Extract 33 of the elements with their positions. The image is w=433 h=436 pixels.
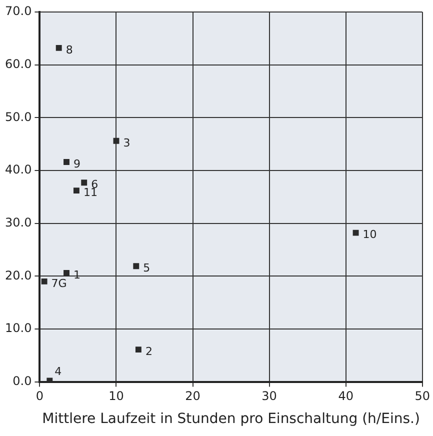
- point: [64, 159, 70, 166]
- annotation: 8: [66, 43, 73, 56]
- y-tick-label: 20.0: [5, 268, 32, 282]
- y-tick-label: 10.0: [5, 321, 32, 336]
- point: [133, 263, 140, 270]
- x-tick-label: 40: [338, 389, 354, 404]
- annotation: 3: [123, 136, 130, 150]
- annotation: 10: [362, 228, 377, 242]
- annotation: 7G: [51, 276, 67, 290]
- point: [81, 180, 88, 186]
- point: [352, 230, 359, 236]
- x-tick-label: 10: [108, 389, 124, 404]
- y-tick-label: 40.0: [5, 162, 32, 177]
- point: [41, 278, 48, 284]
- point: [113, 138, 120, 144]
- x-tick-label: 20: [185, 389, 200, 404]
- point: [56, 44, 62, 51]
- x-tick-label: 30: [262, 389, 277, 404]
- point: [64, 270, 70, 276]
- annotation: 4: [54, 365, 62, 378]
- annotation: 9: [74, 157, 81, 170]
- annotation: 2: [145, 344, 152, 358]
- y-tick-label: 60.0: [5, 56, 32, 71]
- y-tick-label: 0.0: [12, 374, 32, 388]
- annotation: 5: [143, 261, 150, 274]
- x-tick-label: 0: [36, 389, 44, 404]
- y-tick-label: 30.0: [5, 215, 32, 230]
- y-tick-label: 50.0: [5, 110, 32, 124]
- point: [135, 346, 142, 353]
- point: [73, 188, 80, 194]
- y-tick-label: 70.0: [5, 4, 32, 18]
- x-tick-label: 50: [414, 389, 430, 404]
- x-axis-title: Mittlere Laufzeit in Stunden pro Einschaltung (h/Eins.): [42, 411, 420, 428]
